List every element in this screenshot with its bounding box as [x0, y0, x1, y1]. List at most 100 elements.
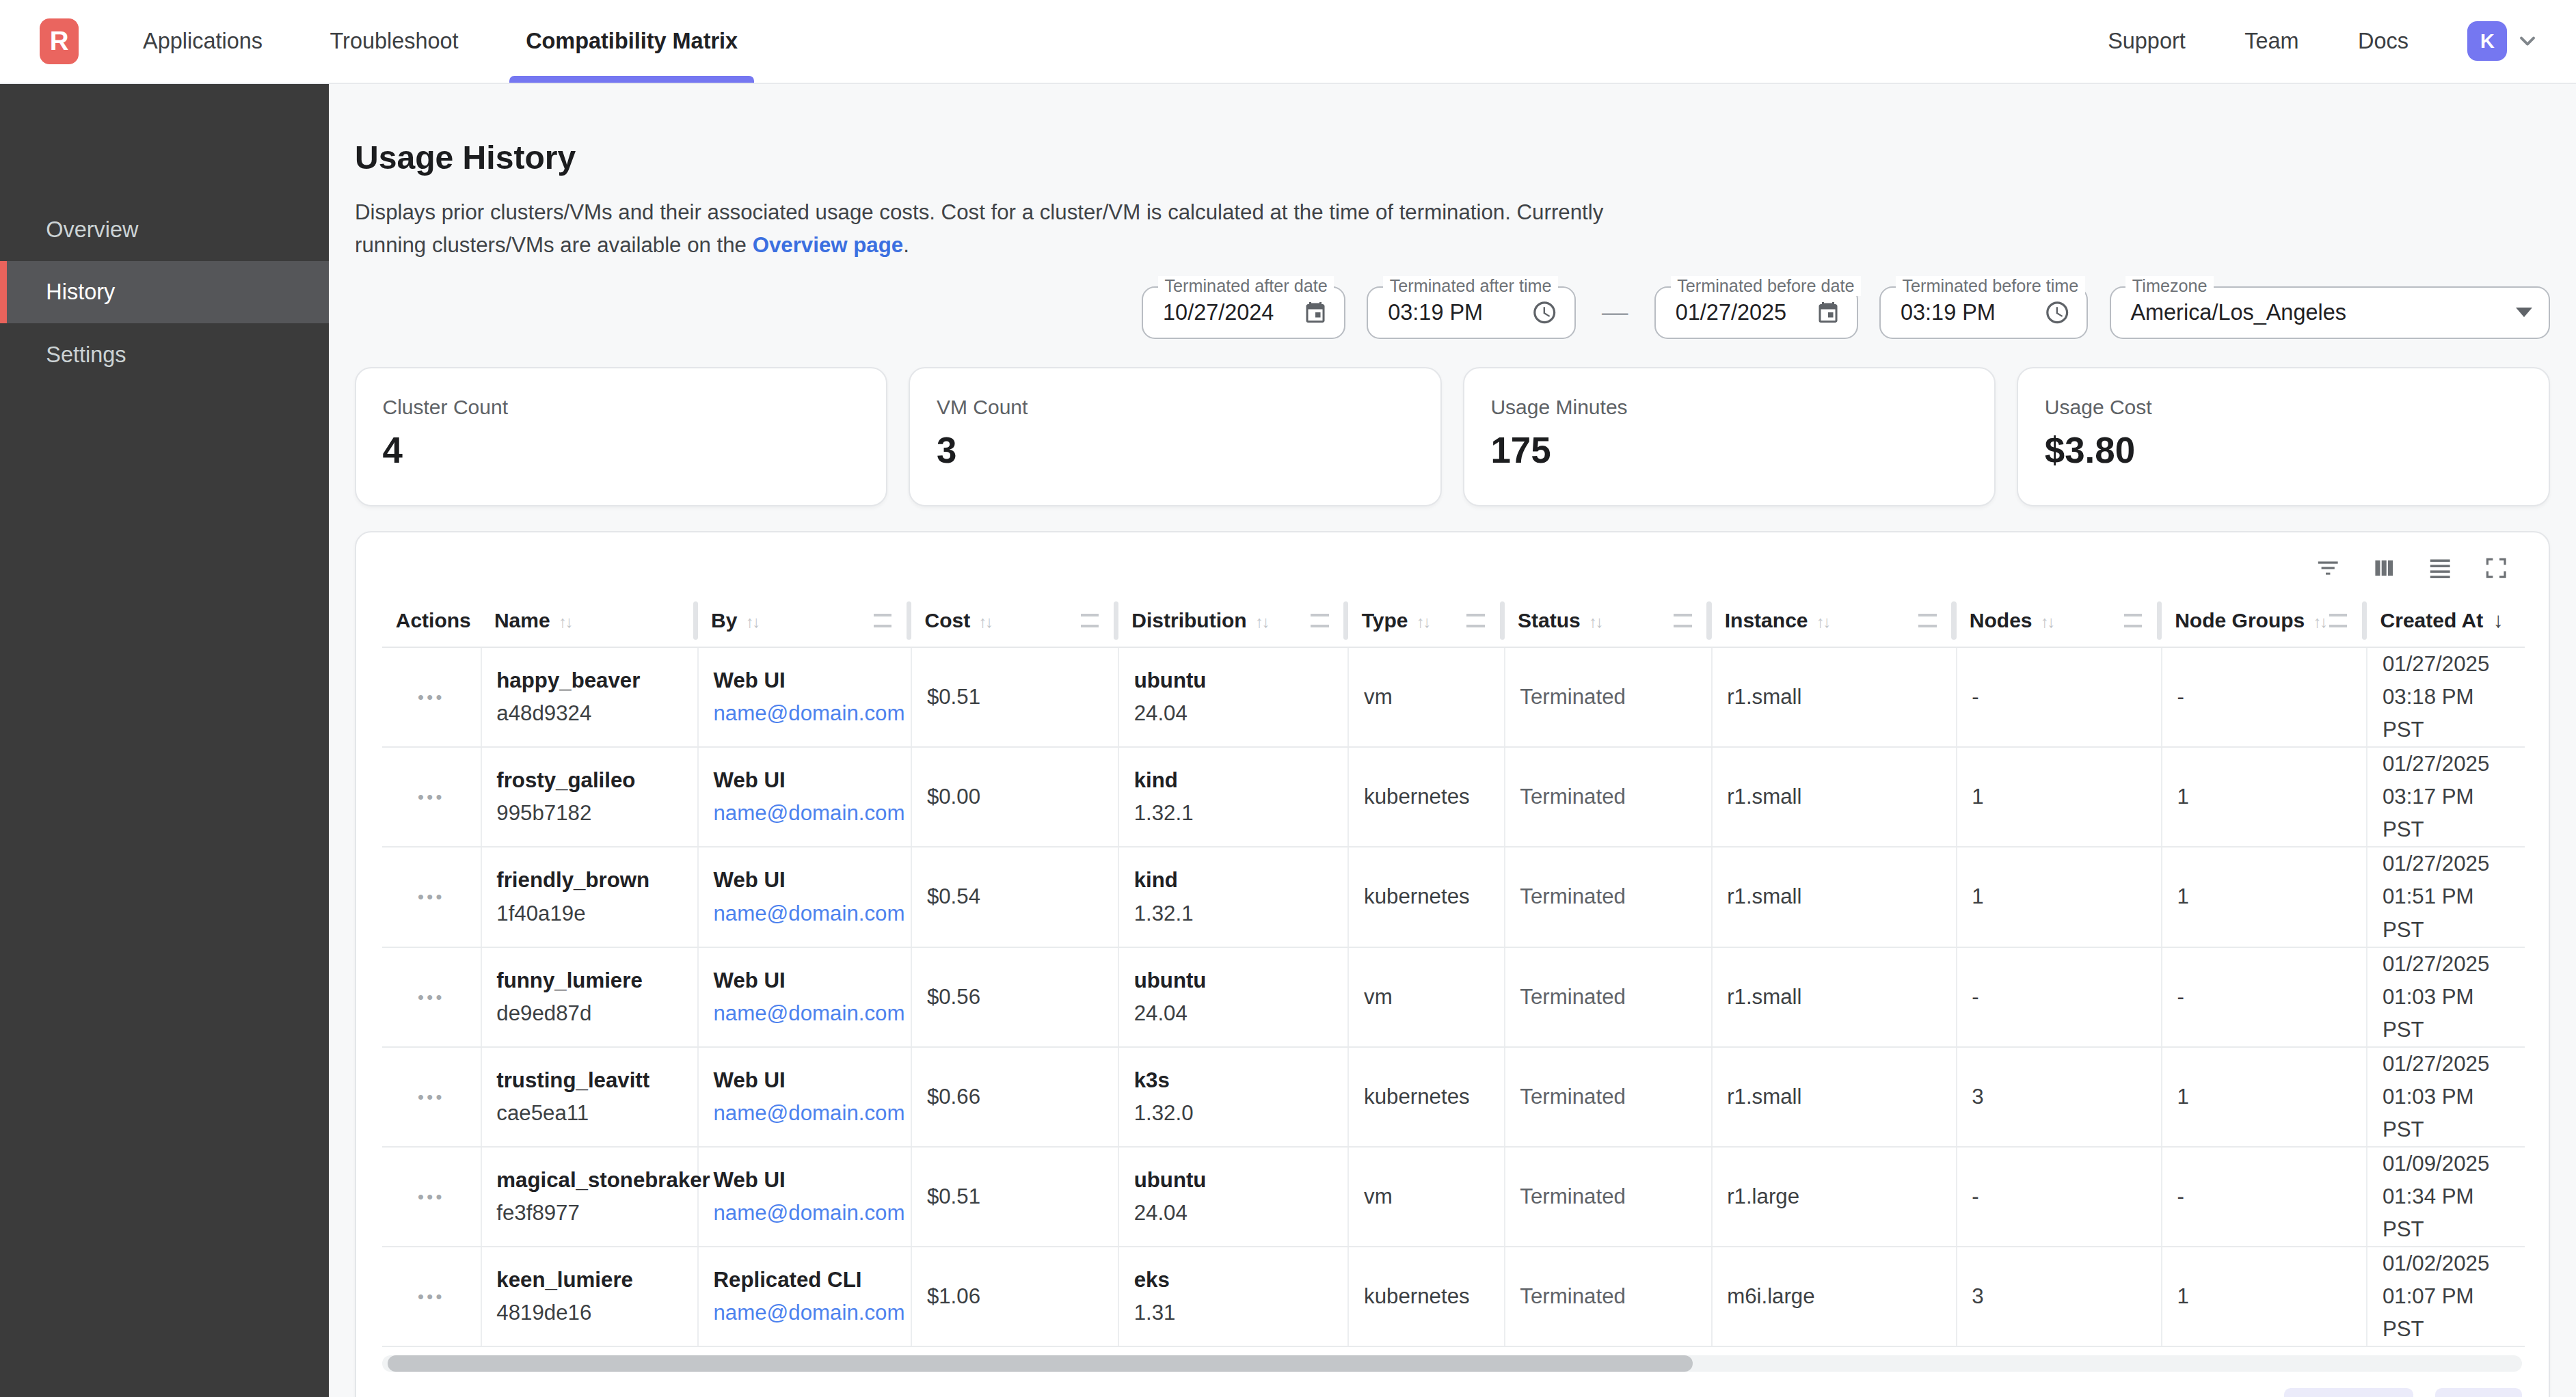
terminated-before-date-field[interactable]: Terminated before date 01/27/2025	[1654, 286, 1858, 339]
fullscreen-icon[interactable]	[2483, 555, 2509, 581]
table-row: •••magical_stonebrakerfe3f8977Web UIname…	[382, 1147, 2525, 1247]
horizontal-scrollbar[interactable]	[382, 1355, 2522, 1372]
nav-link-docs[interactable]: Docs	[2358, 29, 2409, 54]
column-header-node-groups[interactable]: Node Groups↑↓	[2162, 595, 2367, 647]
dropdown-caret-icon	[2516, 308, 2532, 317]
row-actions-button[interactable]: •••	[418, 988, 445, 1007]
density-icon[interactable]	[2427, 555, 2453, 581]
cell-by: Web UIname@domain.com	[698, 747, 911, 847]
table-row: ••• keen_lumiere4819de16Replicated CLInam…	[382, 1247, 2525, 1346]
brand-logo[interactable]: R	[40, 18, 79, 64]
terminated-after-time-field[interactable]: Terminated after time 03:19 PM	[1367, 286, 1575, 339]
top-navigation: R Applications Troubleshoot Compatibilit…	[0, 0, 2576, 84]
clock-icon[interactable]	[1531, 299, 1557, 325]
avatar[interactable]: K	[2467, 21, 2507, 61]
email-link[interactable]: name@domain.com	[713, 1297, 896, 1329]
nav-link-team[interactable]: Team	[2244, 29, 2298, 54]
row-actions-button[interactable]: •••	[418, 688, 445, 707]
nav-item-compatibility-matrix[interactable]: Compatibility Matrix	[520, 0, 744, 83]
stat-label: Cluster Count	[382, 396, 859, 419]
nav-item-applications[interactable]: Applications	[136, 0, 269, 83]
row-actions-button[interactable]: •••	[418, 1088, 445, 1107]
cell-actions: •••	[382, 747, 481, 847]
column-header-created-at[interactable]: Created At↓	[2367, 595, 2525, 647]
column-grip-icon[interactable]	[1081, 614, 1099, 627]
cell-name: keen_lumiere4819de16	[481, 1247, 698, 1346]
cell-created-at: 01/27/202501:51 PM PST	[2367, 847, 2525, 947]
stat-label: Usage Cost	[2045, 396, 2522, 419]
cell-actions: •••	[382, 647, 481, 747]
column-header-distribution[interactable]: Distribution↑↓	[1118, 595, 1348, 647]
email-link[interactable]: name@domain.com	[713, 697, 896, 730]
nav-link-support[interactable]: Support	[2108, 29, 2186, 54]
nav-item-troubleshoot[interactable]: Troubleshoot	[323, 0, 465, 83]
columns-icon[interactable]	[2371, 555, 2397, 581]
cell-cost: $0.51	[911, 647, 1118, 747]
sidebar-item-settings[interactable]: Settings	[0, 323, 329, 385]
sidebar: Overview History Settings	[0, 84, 329, 1397]
cell-node-groups: -	[2162, 1147, 2367, 1247]
terminated-before-time-field[interactable]: Terminated before time 03:19 PM	[1879, 286, 2088, 339]
cell-nodes: -	[1957, 1147, 2162, 1247]
column-header-type[interactable]: Type↑↓	[1348, 595, 1504, 647]
email-link[interactable]: name@domain.com	[713, 797, 896, 830]
cell-type: vm	[1348, 647, 1504, 747]
column-grip-icon[interactable]	[1466, 614, 1484, 627]
previous-page-button[interactable]: Previous	[2284, 1388, 2413, 1397]
column-header-nodes[interactable]: Nodes↑↓	[1957, 595, 2162, 647]
column-header-cost[interactable]: Cost↑↓	[911, 595, 1118, 647]
column-header-name[interactable]: Name↑↓	[481, 595, 698, 647]
cell-node-groups: -	[2162, 947, 2367, 1047]
overview-page-link[interactable]: Overview page	[753, 233, 904, 257]
table-row: •••friendly_brown1f40a19eWeb UIname@doma…	[382, 847, 2525, 947]
column-grip-icon[interactable]	[1918, 614, 1936, 627]
column-header-by[interactable]: By↑↓	[698, 595, 911, 647]
field-value: 01/27/2025	[1676, 300, 1786, 325]
email-link[interactable]: name@domain.com	[713, 1197, 896, 1230]
scrollbar-thumb[interactable]	[388, 1355, 1693, 1372]
row-actions-button[interactable]: •••	[418, 888, 445, 906]
sort-icon: ↑↓	[1589, 612, 1602, 631]
column-grip-icon[interactable]	[2124, 614, 2142, 627]
primary-nav: Applications Troubleshoot Compatibility …	[136, 0, 799, 83]
cell-nodes: -	[1957, 647, 2162, 747]
field-label: Terminated after time	[1383, 276, 1558, 296]
email-link[interactable]: name@domain.com	[713, 1097, 896, 1130]
column-grip-icon[interactable]	[1674, 614, 1691, 627]
cell-type: kubernetes	[1348, 847, 1504, 947]
cell-created-at: 01/27/202503:18 PM PST	[2367, 647, 2525, 747]
field-label: Terminated before date	[1671, 276, 1862, 296]
column-grip-icon[interactable]	[2329, 614, 2347, 627]
sort-icon: ↑↓	[2313, 612, 2326, 631]
row-actions-button[interactable]: •••	[418, 1188, 445, 1206]
filter-icon[interactable]	[2315, 555, 2341, 581]
sort-icon: ↑↓	[1255, 612, 1268, 631]
email-link[interactable]: name@domain.com	[713, 997, 896, 1030]
cell-by: Web UIname@domain.com	[698, 947, 911, 1047]
cell-by: Replicated CLIname@domain.com	[698, 1247, 911, 1346]
chevron-down-icon[interactable]	[2515, 29, 2540, 53]
column-grip-icon[interactable]	[1311, 614, 1328, 627]
clock-icon[interactable]	[2044, 299, 2070, 325]
timezone-select[interactable]: Timezone America/Los_Angeles	[2110, 286, 2550, 339]
sidebar-item-history[interactable]: History	[0, 261, 329, 323]
cell-node-groups: 1	[2162, 1047, 2367, 1147]
filter-bar: Terminated after date 10/27/2024 Termina…	[355, 286, 2550, 339]
column-header-status[interactable]: Status↑↓	[1505, 595, 1712, 647]
cell-cost: $0.51	[911, 1147, 1118, 1247]
email-link[interactable]: name@domain.com	[713, 897, 896, 930]
column-header-instance[interactable]: Instance↑↓	[1712, 595, 1957, 647]
column-grip-icon[interactable]	[874, 614, 891, 627]
page-description-text: Displays prior clusters/VMs and their as…	[355, 200, 1603, 257]
next-page-button[interactable]: Next	[2435, 1388, 2523, 1397]
calendar-icon[interactable]	[1816, 300, 1840, 325]
field-value: 03:19 PM	[1901, 300, 1996, 325]
calendar-icon[interactable]	[1303, 300, 1328, 325]
cell-node-groups: 1	[2162, 747, 2367, 847]
stat-cards: Cluster Count 4 VM Count 3 Usage Minutes…	[355, 367, 2550, 506]
row-actions-button[interactable]: •••	[418, 788, 445, 806]
row-actions-button[interactable]: •••	[418, 1288, 445, 1306]
cell-status: Terminated	[1505, 847, 1712, 947]
terminated-after-date-field[interactable]: Terminated after date 10/27/2024	[1142, 286, 1345, 339]
sidebar-item-overview[interactable]: Overview	[0, 199, 329, 261]
